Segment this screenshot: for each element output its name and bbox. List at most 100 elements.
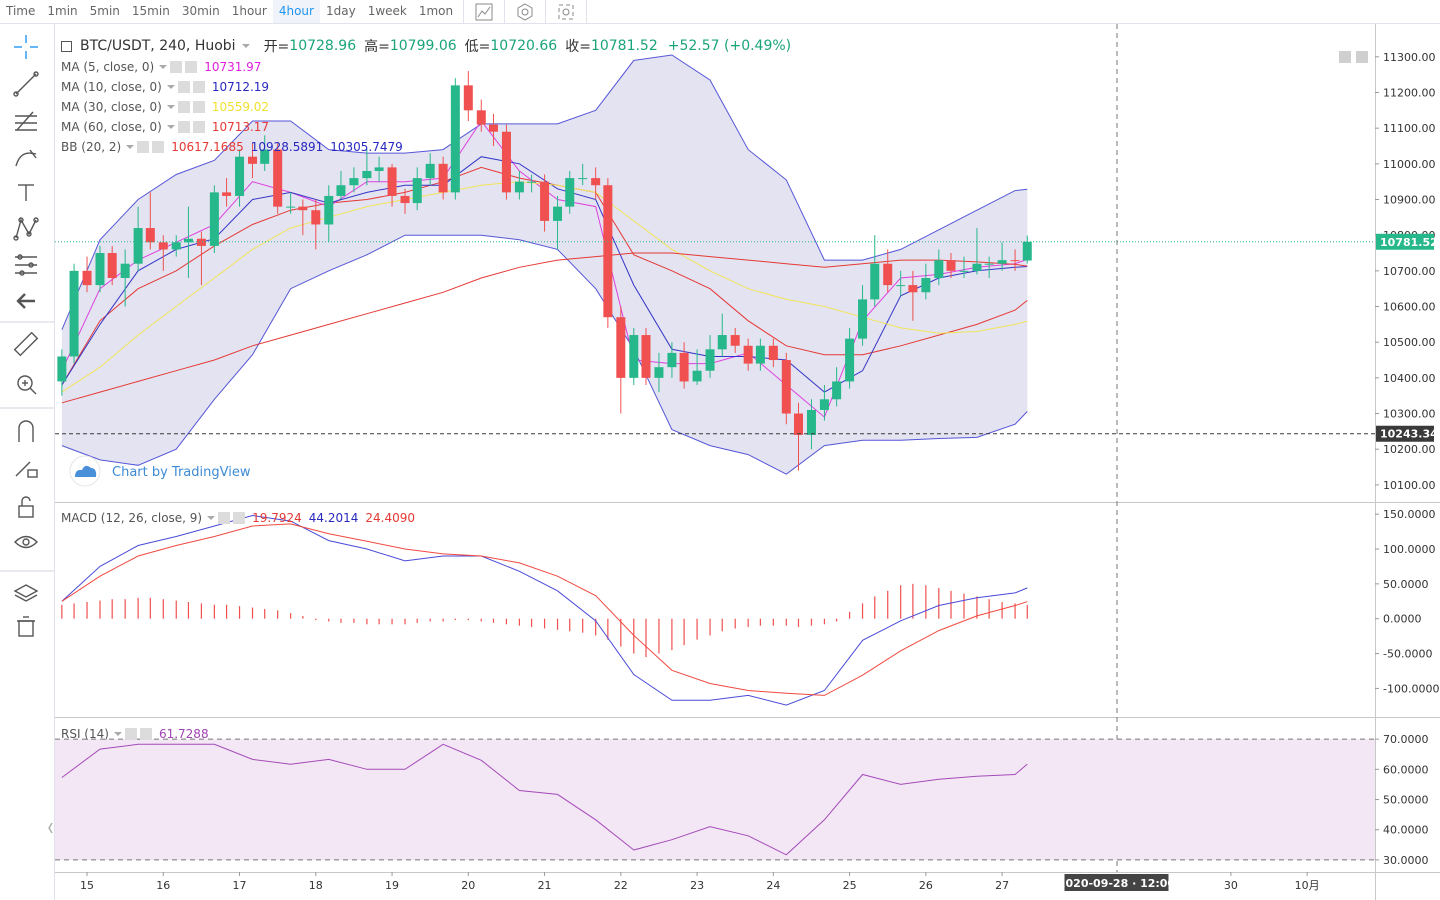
interval-button[interactable]: 1mon [418, 4, 454, 18]
candle-body [298, 206, 308, 211]
rsi-line [61, 743, 1028, 856]
interval-button[interactable]: 4hour [272, 0, 320, 23]
delete-tool[interactable] [17, 616, 35, 637]
indicator-legend: MA (30, close, 0) 10559.02 [61, 98, 269, 116]
ma-line [61, 181, 1028, 393]
visibility-tool[interactable] [14, 535, 38, 549]
settings-icon[interactable] [177, 121, 190, 133]
prediction-tool[interactable] [15, 254, 37, 276]
interval-button[interactable]: Time [6, 4, 36, 18]
interval-button[interactable]: 1min [47, 4, 78, 18]
settings-icon[interactable] [177, 101, 190, 113]
candle-body [248, 156, 258, 164]
candle-body [755, 345, 765, 364]
y-tick-label: 11200.00 [1383, 86, 1436, 99]
ohlc-value: 10799.06 [389, 38, 457, 54]
magnet-tool[interactable] [18, 420, 34, 442]
candle-body [921, 277, 931, 293]
y-tick-label: 10600.00 [1383, 301, 1436, 314]
remove-icon[interactable] [192, 121, 205, 133]
caret [166, 85, 175, 93]
interval-button[interactable]: 1week [367, 4, 407, 18]
symbol: BTC/USDT, 240, Huobi [80, 38, 236, 54]
back-tool[interactable] [16, 293, 35, 309]
candle-body [514, 181, 524, 193]
ohlc-value: 10781.52 [590, 38, 658, 54]
candle-body [1010, 260, 1020, 262]
settings-icon[interactable] [124, 728, 137, 740]
candle-body [57, 356, 67, 382]
indicator-legend: MA (5, close, 0) 10731.97 [61, 58, 261, 76]
candle-body [374, 167, 384, 171]
candle-body [806, 409, 816, 435]
text-tool[interactable] [18, 184, 34, 201]
caret [207, 516, 216, 524]
separator [504, 0, 506, 24]
candle-body [667, 352, 677, 368]
candle-body [997, 260, 1007, 264]
candle-body [781, 360, 791, 414]
candle-body [972, 263, 982, 271]
trend-line-tool[interactable] [13, 71, 39, 97]
separator [463, 0, 465, 24]
collapse-arrow[interactable] [48, 822, 53, 834]
candle-body [412, 178, 422, 204]
signal-line [61, 523, 1028, 696]
remove-icon[interactable] [233, 512, 246, 524]
remove-icon[interactable] [192, 101, 205, 113]
candle-body [349, 178, 359, 186]
ohlc-label: 开= [263, 39, 290, 55]
remove-icon[interactable] [185, 61, 198, 73]
caret [166, 105, 175, 113]
candle-body [273, 149, 283, 207]
candle-body [133, 228, 143, 264]
candle-body [870, 263, 880, 300]
lock-tool[interactable] [18, 496, 34, 518]
zoom-tool[interactable] [17, 375, 37, 395]
candle-body [654, 367, 664, 378]
remove-icon[interactable] [139, 728, 152, 740]
crosshair-tool[interactable] [14, 35, 38, 59]
pane-button [1356, 51, 1368, 63]
candle-body [946, 260, 956, 271]
snapshot-button[interactable] [555, 1, 577, 23]
object-tree-tool[interactable] [13, 584, 39, 602]
settings-icon[interactable] [170, 61, 183, 73]
x-tick-label: 18 [309, 879, 323, 892]
settings-icon[interactable] [137, 141, 150, 153]
collapse-icon[interactable] [61, 40, 72, 52]
indicator-legend: MA (10, close, 0) 10712.19 [61, 78, 269, 96]
candle-body [743, 345, 753, 364]
x-tick-label: 24 [766, 879, 780, 892]
candle-body [527, 181, 537, 183]
indicator-value: 10559.02 [211, 100, 270, 114]
remove-icon[interactable] [152, 141, 165, 153]
caret [166, 125, 175, 133]
candle-body [222, 192, 232, 196]
y-tick-label: 60.0000 [1383, 763, 1429, 776]
fib-tool[interactable] [15, 111, 37, 131]
candle-body [616, 317, 626, 378]
settings-button[interactable] [514, 1, 536, 23]
candle-body [679, 352, 689, 382]
interval-button[interactable]: 1hour [231, 4, 267, 18]
settings-icon[interactable] [218, 512, 231, 524]
candle-body [183, 238, 193, 243]
chart-style-button[interactable] [473, 1, 495, 23]
interval-button[interactable]: 5min [89, 4, 120, 18]
interval-button[interactable]: 1day [325, 4, 356, 18]
indicator-value: 10731.97 [204, 60, 262, 74]
pattern-tool[interactable] [13, 217, 39, 241]
interval-button[interactable]: 30min [181, 4, 220, 18]
interval-button[interactable]: 15min [131, 4, 170, 18]
settings-icon[interactable] [177, 81, 190, 93]
interval-group: Time 1min 5min 15min 30min 1hour 4hour 1day 1wee… [0, 0, 459, 23]
lock-drawing-tool[interactable] [15, 461, 38, 478]
y-tick-label: 10400.00 [1383, 372, 1436, 385]
remove-icon[interactable] [192, 81, 205, 93]
y-tick-label: 10200.00 [1383, 443, 1436, 456]
brush-tool[interactable] [15, 149, 37, 167]
indicator-legend: RSI (14) 61.7288 [61, 725, 209, 743]
ruler-tool[interactable] [13, 331, 39, 357]
indicator-name: MA (60, close, 0) [61, 120, 162, 134]
